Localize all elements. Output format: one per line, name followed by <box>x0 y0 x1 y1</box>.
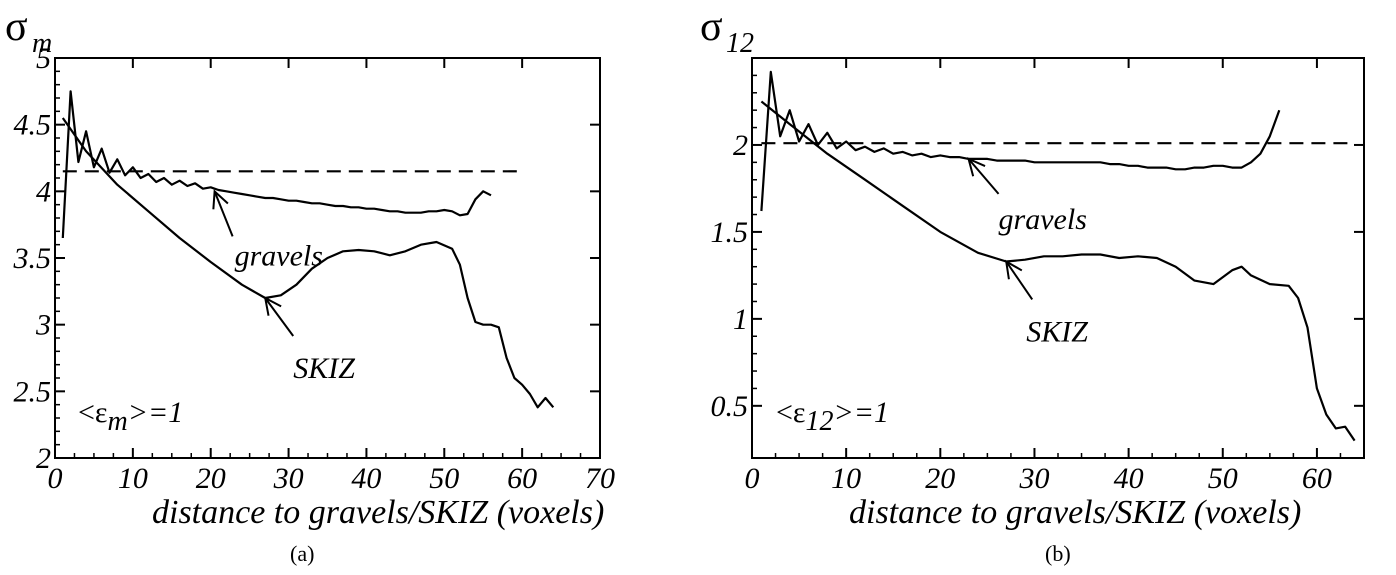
panel-a: σ m 0 10 20 30 40 50 60 70 2 2.5 3 3.5 4 4.5 5 gravels S… <box>5 4 615 566</box>
panel-a-series-gravels <box>61 90 492 239</box>
panel-b-annotation-arrow <box>967 158 1000 195</box>
panel-b: σ 12 0 10 20 30 40 50 60 0.5 1 1.5 2 gravels SKIZ <ε… <box>700 4 1365 566</box>
panel-b-annotation-gravels: gravels <box>999 203 1087 236</box>
panel-a-ytick-label: 4 <box>36 175 51 208</box>
panel-b-annotation-arrowhead <box>1004 259 1023 280</box>
panel-a-xtick-label: 60 <box>507 462 537 495</box>
panel-a-series-SKIZ <box>61 117 555 409</box>
panel-b-xtick-label: 60 <box>1302 462 1332 495</box>
panel-b-inset-label: <ε12>=1 <box>776 396 889 437</box>
panel-b-ytick-label: 2 <box>733 129 748 162</box>
panel-b-plot: 0 10 20 30 40 50 60 0.5 1 1.5 2 gravels SKIZ <box>711 58 1364 495</box>
panel-a-ytick-label: 3 <box>35 309 51 342</box>
panel-a-inset-sub: m <box>108 406 128 437</box>
panel-b-xtick-label: 0 <box>745 462 760 495</box>
panel-b-ylabel: σ <box>700 4 723 50</box>
panel-a-xlabel: distance to gravels/SKIZ (voxels) <box>152 494 604 531</box>
panel-a-inset-label: <εm>=1 <box>78 396 183 437</box>
panel-a-xtick-label: 50 <box>429 462 459 495</box>
panel-a-annotation-arrow <box>213 190 234 237</box>
panel-a-annotation-gravels: gravels <box>235 239 323 272</box>
panel-a-ytick-label: 2.5 <box>14 375 52 408</box>
panel-b-xtick-label: 30 <box>1018 462 1049 495</box>
panel-a-ytick-label: 2 <box>36 442 51 475</box>
panel-a-xtick-label: 0 <box>48 462 63 495</box>
panel-b-inset-prefix: <ε <box>776 396 806 429</box>
panel-b-xtick-label: 50 <box>1208 462 1238 495</box>
panel-a-annotation-arrowhead <box>212 189 229 210</box>
panel-a-xtick-label: 30 <box>273 462 304 495</box>
panel-b-xtick-label: 20 <box>925 462 955 495</box>
panel-b-inset-sub: 12 <box>806 406 834 437</box>
panel-b-inset-suffix: >=1 <box>834 396 890 429</box>
panel-b-xtick-label: 40 <box>1114 462 1144 495</box>
panel-b-series-SKIZ <box>760 100 1356 442</box>
panel-a-annotation-skiz: SKIZ <box>293 352 355 385</box>
panel-a-inset-suffix: >=1 <box>128 396 184 429</box>
panel-b-ytick-label: 1 <box>733 303 748 336</box>
panel-b-annotation-arrowhead <box>967 157 986 177</box>
panel-b-xlabel: distance to gravels/SKIZ (voxels) <box>849 494 1301 531</box>
panel-a-annotation-arrow <box>264 297 295 337</box>
panel-b-annotation-arrow <box>1005 260 1034 301</box>
panel-b-caption: (b) <box>1045 541 1071 566</box>
panel-a-ylabel-sub: m <box>32 28 52 59</box>
panel-a-caption: (a) <box>290 541 314 566</box>
panel-b-xtick-label: 10 <box>831 462 861 495</box>
panel-a-xtick-label: 20 <box>196 462 226 495</box>
panel-a-xtick-label: 70 <box>585 462 615 495</box>
panel-a-inset-prefix: <ε <box>78 396 108 429</box>
panel-a-plot: 0 10 20 30 40 50 60 70 2 2.5 3 3.5 4 4.5 5 gravels SKIZ <box>13 42 616 495</box>
panel-a-ytick-label: 4.5 <box>14 109 52 142</box>
panel-a-ylabel: σ <box>5 4 28 50</box>
panel-b-annotation-skiz: SKIZ <box>1026 315 1088 348</box>
panel-b-ytick-label: 1.5 <box>711 216 749 249</box>
panel-b-ylabel-sub: 12 <box>726 28 754 59</box>
panel-a-xtick-label: 10 <box>118 462 148 495</box>
panel-b-series-gravels <box>760 70 1281 212</box>
panel-b-ytick-label: 0.5 <box>711 390 749 423</box>
panel-a-xtick-label: 40 <box>351 462 381 495</box>
panel-a-ytick-label: 5 <box>36 42 51 75</box>
panel-a-ytick-label: 3.5 <box>13 242 52 275</box>
panel-a-annotation-arrowhead <box>263 296 282 316</box>
